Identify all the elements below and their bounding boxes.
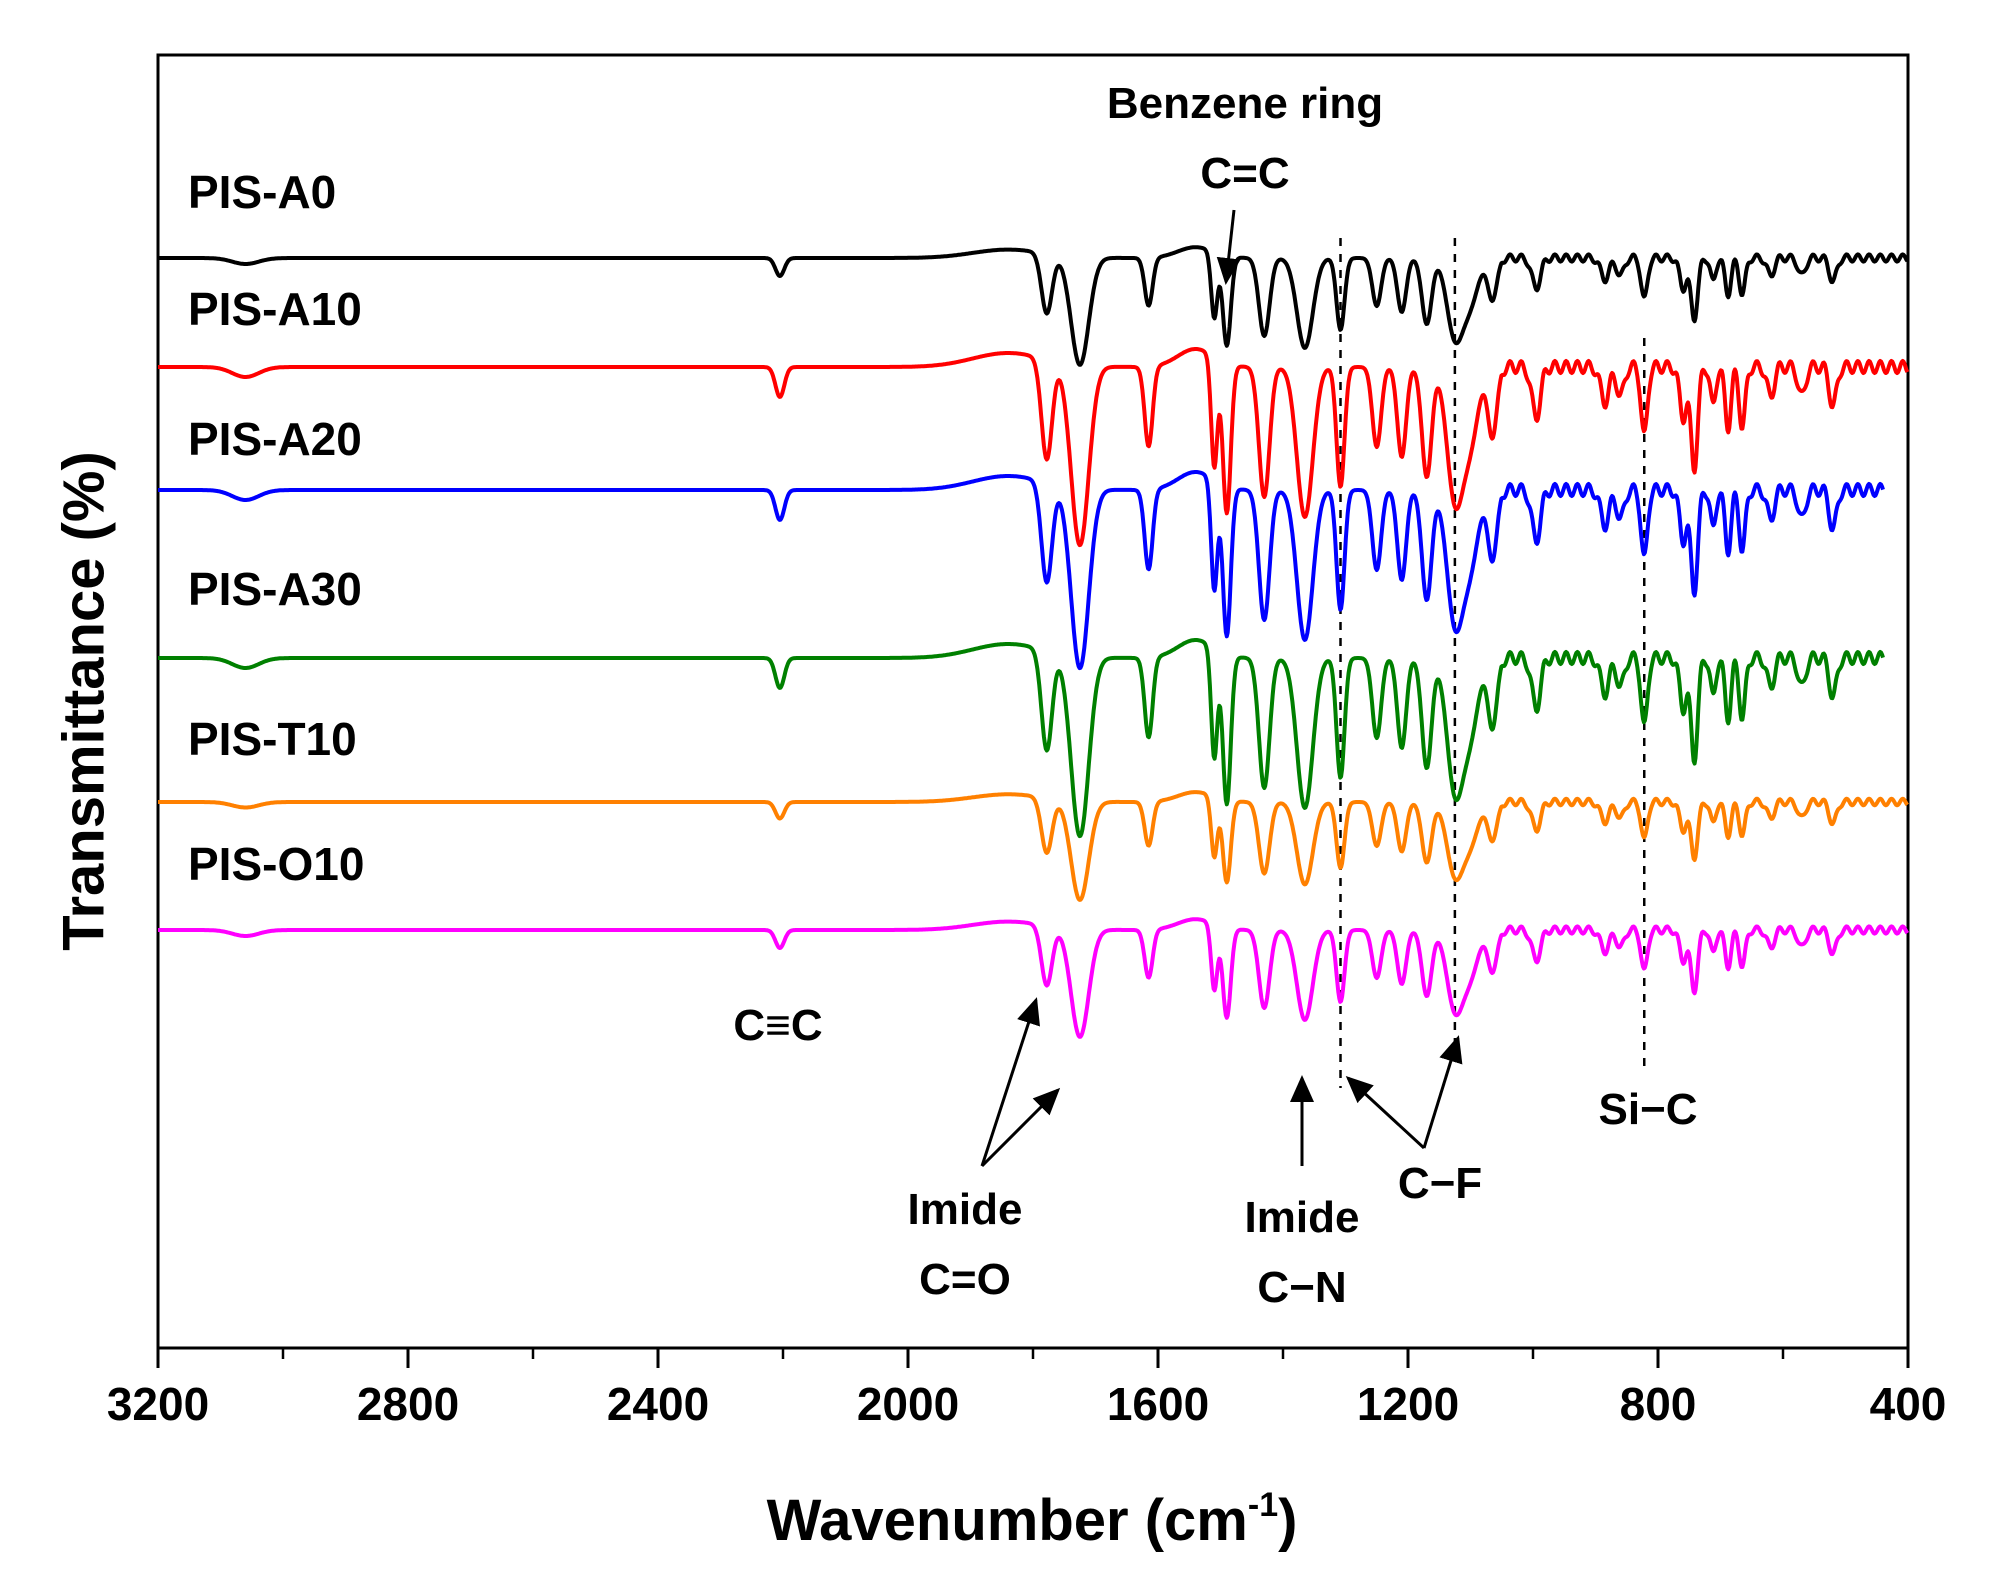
annot-cf: C−F [1345, 1035, 1482, 1208]
series-label: PIS-A30 [188, 563, 362, 615]
annot-benzene-ring-arrow [1216, 209, 1241, 285]
spectra [156, 245, 1910, 1039]
x-axis-title-main: Wavenumber (cm [767, 1488, 1248, 1553]
series-label: PIS-A0 [188, 166, 336, 218]
series-labels: PIS-A0 PIS-A10 PIS-A20 PIS-A30 PIS-T10 PIS-O1… [188, 166, 364, 890]
x-tick-label: 800 [1620, 1378, 1697, 1430]
annot-cf-arrow-2 [1422, 1035, 1463, 1149]
x-axis-ticks [156, 1348, 1910, 1368]
x-tick-label: 1200 [1357, 1378, 1459, 1430]
x-tick-label: 3200 [107, 1378, 209, 1430]
annot-imide-co-arrow-1 [980, 997, 1040, 1167]
annot-ctc: C≡C [733, 1001, 822, 1050]
x-axis-title: Wavenumber (cm-1) [767, 1486, 1298, 1553]
spectrum-line [156, 245, 1910, 367]
annot-imide-co: Imide C=O [908, 997, 1061, 1304]
annot-sic: Si−C [1598, 1085, 1697, 1134]
spectrum-line [156, 917, 1910, 1039]
annot-imide-co-line2: C=O [919, 1255, 1011, 1304]
annot-benzene-ring: Benzene ring C=C [1107, 79, 1383, 285]
x-tick-label: 2400 [607, 1378, 709, 1430]
annot-cf-label: C−F [1398, 1159, 1482, 1208]
spectrum-line [156, 638, 1885, 839]
x-tick-label: 2000 [857, 1378, 959, 1430]
annot-imide-cn: Imide C−N [1245, 1075, 1360, 1312]
annot-imide-cn-line1: Imide [1245, 1193, 1360, 1242]
x-axis-tick-labels: 3200 2800 2400 2000 1600 1200 800 400 [107, 1378, 1947, 1430]
series-label: PIS-A10 [188, 283, 362, 335]
annot-imide-co-line1: Imide [908, 1185, 1023, 1234]
spectrum-line [156, 470, 1885, 671]
annot-imide-co-arrow-2 [980, 1087, 1061, 1168]
y-axis-title: Transmittance (%) [51, 451, 116, 951]
series-label: PIS-T10 [188, 713, 357, 765]
annot-sic-label: Si−C [1598, 1085, 1697, 1134]
x-tick-label: 400 [1870, 1378, 1947, 1430]
band-markers [1339, 238, 1646, 1088]
x-axis-title-close: ) [1278, 1488, 1297, 1553]
x-tick-label: 2800 [357, 1378, 459, 1430]
annot-benzene-ring-line2: C=C [1200, 149, 1289, 198]
series-label: PIS-O10 [188, 838, 364, 890]
annot-ctc-label: C≡C [733, 1001, 822, 1050]
x-tick-label: 1600 [1107, 1378, 1209, 1430]
spectrum-line [156, 790, 1909, 902]
annot-cf-arrow-1 [1345, 1075, 1426, 1150]
annot-benzene-ring-line1: Benzene ring [1107, 79, 1383, 128]
series-label: PIS-A20 [188, 413, 362, 465]
annot-imide-cn-line2: C−N [1257, 1263, 1346, 1312]
spectrum-line [156, 347, 1910, 548]
x-axis-title-sup: -1 [1248, 1486, 1278, 1524]
